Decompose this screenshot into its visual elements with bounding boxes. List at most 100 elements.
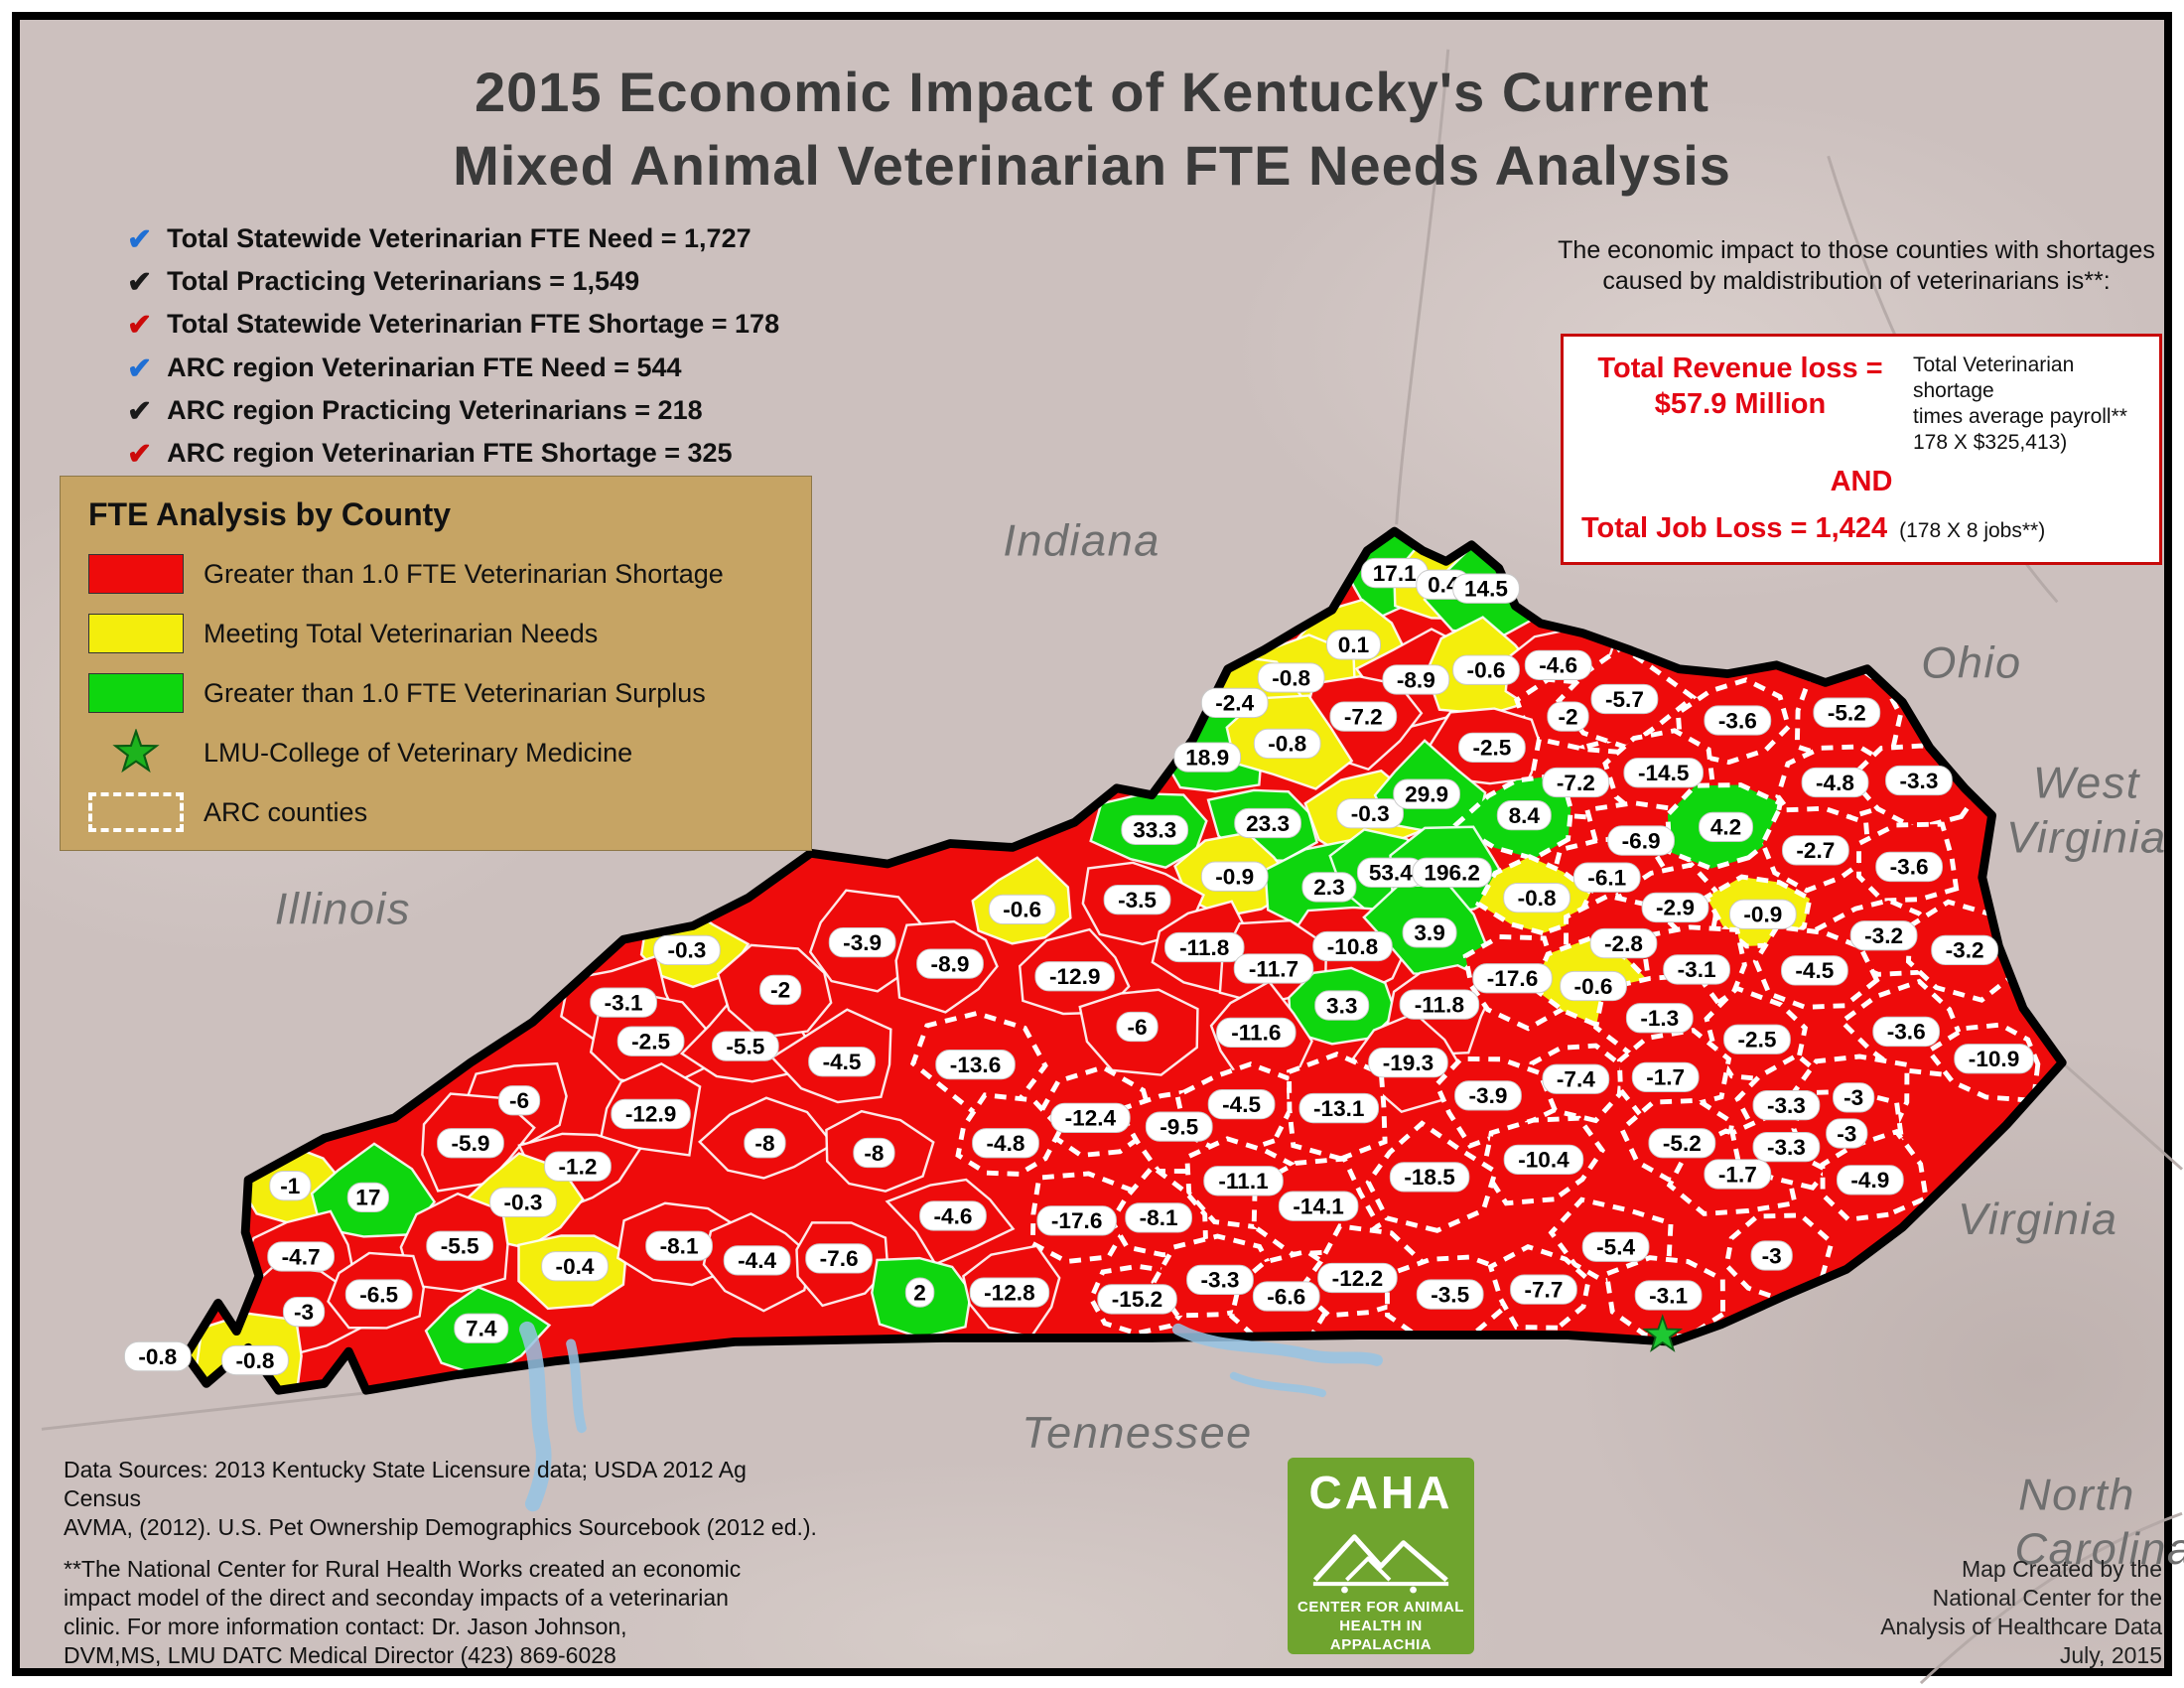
county-value-pill	[1252, 1281, 1320, 1312]
state-label: West	[2033, 758, 2141, 808]
county-value-text: -2.9	[1656, 896, 1695, 920]
county-value-text: -13.6	[950, 1053, 1001, 1077]
county-value-text: -12.4	[1065, 1106, 1117, 1131]
county-value-text: -0.8	[1268, 732, 1306, 757]
water-feature	[566, 1338, 587, 1434]
state-boundary-line	[2061, 1061, 2184, 1171]
county-value-text: -5.2	[1828, 701, 1866, 726]
check-icon: ✔	[127, 438, 153, 471]
county-value-text: -3	[1837, 1121, 1856, 1146]
county-value-pill	[1301, 872, 1357, 903]
county-value-text: -4.8	[1816, 771, 1854, 795]
legend-item-lmu: LMU-College of Veterinary Medicine	[88, 729, 783, 775]
county-value-text: -15.2	[1112, 1287, 1162, 1312]
county-value-text: -3.3	[1201, 1268, 1240, 1293]
county-value-text: -12.9	[1049, 964, 1100, 989]
title-line-1: 2015 Economic Impact of Kentucky's Curre…	[474, 61, 1710, 123]
county-value-text: 14.5	[1464, 577, 1508, 602]
county-value-pill	[221, 1344, 289, 1376]
check-icon: ✔	[127, 309, 153, 342]
county-value-pill	[1207, 1089, 1276, 1120]
county-value-pill	[1836, 1165, 1904, 1196]
statewide-stats: ✔ Total Statewide Veterinarian FTE Need …	[127, 220, 779, 349]
county-value-pill	[1050, 1102, 1131, 1133]
county-value-pill	[808, 1047, 876, 1077]
county-value-text: -2.5	[631, 1030, 670, 1055]
county-value-text: -4.5	[1795, 958, 1834, 983]
county-value-text: -11.1	[1218, 1169, 1268, 1194]
county-value-pill	[269, 1171, 312, 1201]
county-value-text: 2	[913, 1280, 926, 1305]
and-label: AND	[1830, 466, 1893, 497]
caha-logo: CAHA CENTER FOR ANIMAL HEALTH IN APPALAC…	[1288, 1458, 1474, 1654]
county-value-pill	[1034, 961, 1115, 992]
county-value-text: -5.5	[726, 1034, 764, 1058]
county-value-pill	[282, 1296, 326, 1328]
water-feature	[1229, 1371, 1326, 1398]
county-value-pill	[1145, 1111, 1213, 1142]
county-value-text: -1.7	[1718, 1162, 1757, 1187]
county-value-pill	[1036, 1205, 1117, 1236]
county-value-pill	[346, 1182, 389, 1213]
legend-item-surplus: Greater than 1.0 FTE Veterinarian Surplu…	[88, 670, 783, 716]
county-value-text: -4.6	[1539, 653, 1577, 678]
meeting-needs-swatch	[88, 614, 184, 653]
legend-label: Greater than 1.0 FTE Veterinarian Surplu…	[204, 677, 706, 708]
county-value-pill	[1186, 1264, 1254, 1296]
county-value-text: -17.6	[1487, 966, 1538, 991]
county-value-text: -3.5	[1431, 1282, 1469, 1307]
county-value-pill	[1634, 1280, 1703, 1311]
county-value-text: -2	[1558, 704, 1577, 729]
county-value-pill	[590, 987, 657, 1018]
caha-logo-text: CAHA	[1308, 1467, 1453, 1518]
county-value-text: 0.1	[1338, 633, 1369, 657]
county-value-pill	[1416, 1279, 1484, 1310]
state-label: Tennessee	[1022, 1407, 1253, 1458]
state-label: Illinois	[275, 884, 411, 934]
revenue-row: Total Revenue loss = $57.9 Million Total…	[1581, 351, 2141, 456]
county-value-pill	[1125, 1202, 1192, 1233]
county-value-text: -2.5	[1738, 1028, 1777, 1053]
county-value-pill	[1402, 917, 1457, 948]
county-value-text: -3.1	[605, 991, 643, 1016]
stat-row: ✔ Total Statewide Veterinarian FTE Need …	[127, 220, 779, 263]
county-value-text: -6.5	[359, 1282, 398, 1307]
legend-label: LMU-College of Veterinary Medicine	[204, 737, 633, 768]
caha-logo-caption: CENTER FOR ANIMAL HEALTH IN APPALACHIA	[1297, 1599, 1464, 1653]
county-value-pill	[1454, 1080, 1522, 1111]
legend-label: Greater than 1.0 FTE Veterinarian Shorta…	[204, 558, 724, 589]
county-value-pill	[1510, 1274, 1577, 1305]
county-value-pill	[1560, 970, 1627, 1002]
county-value-pill	[1572, 862, 1641, 893]
county-value-pill	[1833, 1082, 1875, 1113]
county-value-text: -12.9	[625, 1102, 676, 1127]
county-value-text: -2.4	[1215, 691, 1254, 716]
legend-item-arc: ARC counties	[88, 789, 783, 835]
state-label: Carolina	[2015, 1523, 2184, 1574]
water-feature	[1171, 1323, 1383, 1366]
county-value-pill	[1752, 1131, 1821, 1163]
county-value-pill	[1173, 742, 1242, 773]
county-value-pill	[1872, 1016, 1941, 1048]
state-label: Ohio	[1921, 637, 2021, 688]
county-value-pill	[1782, 835, 1849, 866]
county-value-pill	[1542, 1063, 1610, 1094]
county-value-pill	[1641, 892, 1709, 923]
stat-text: ARC region Practicing Veterinarians = 21…	[167, 395, 703, 425]
county-value-pill	[1216, 1017, 1297, 1049]
county-value-text: -12.2	[1332, 1266, 1383, 1291]
county-value-pill	[645, 1230, 713, 1261]
county-value-text: 23.3	[1246, 811, 1290, 836]
county-value-pill	[1704, 1159, 1772, 1190]
county-value-text: -10.8	[1327, 934, 1378, 959]
page-title: 2015 Economic Impact of Kentucky's Curre…	[0, 56, 2184, 203]
check-icon: ✔	[127, 266, 153, 299]
county-value-text: 33.3	[1133, 818, 1176, 843]
county-value-text: -5.4	[1596, 1235, 1635, 1260]
county-value-text: -3.6	[1887, 1020, 1926, 1045]
county-value-text: -3.2	[1946, 938, 1984, 963]
county-value-pill	[1298, 1092, 1380, 1124]
check-icon: ✔	[127, 395, 153, 428]
county-value-pill	[1623, 758, 1704, 788]
county-value-text: -3.6	[1718, 708, 1757, 733]
